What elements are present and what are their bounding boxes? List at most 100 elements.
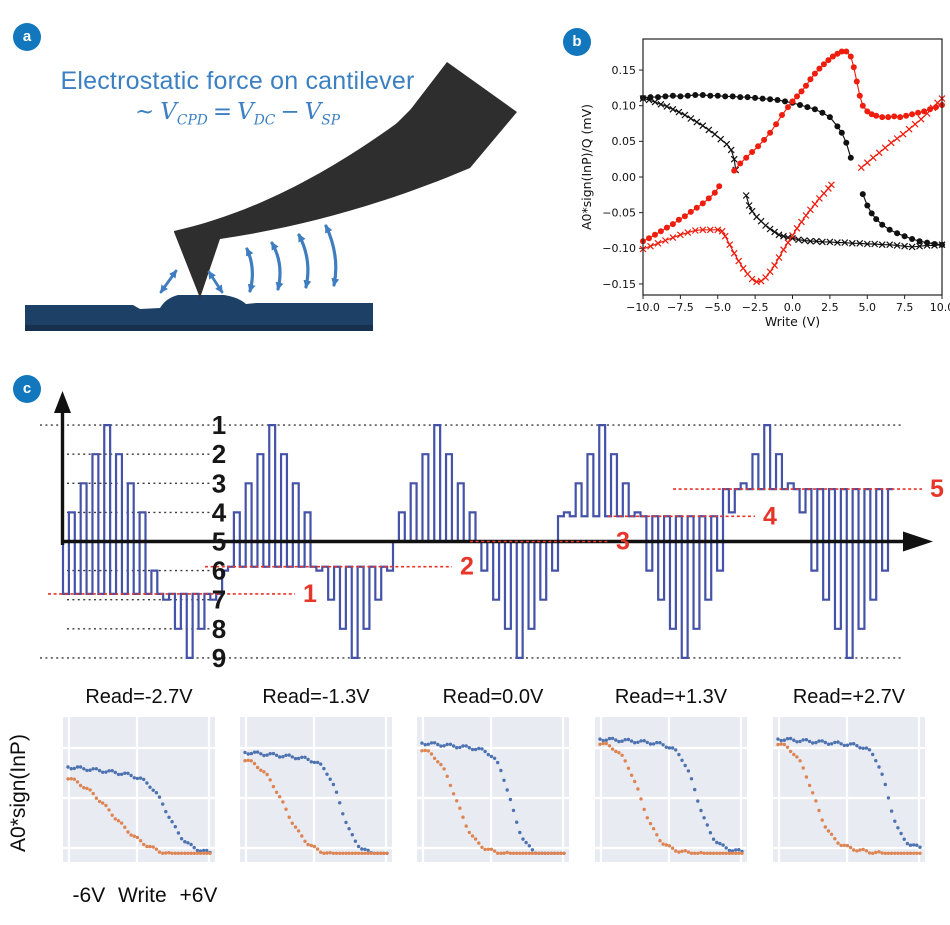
data-point xyxy=(915,109,922,116)
data-point xyxy=(328,777,332,781)
mini-plot-3: Read=0.0V xyxy=(405,686,581,862)
data-point xyxy=(896,851,900,855)
data-point xyxy=(839,843,843,848)
data-point xyxy=(97,799,102,804)
data-point xyxy=(737,94,744,101)
data-point xyxy=(496,851,500,855)
data-point xyxy=(683,849,687,853)
y-tick-label: 0.15 xyxy=(612,64,637,77)
data-point xyxy=(891,113,898,120)
data-point xyxy=(766,268,774,276)
data-point xyxy=(617,751,621,755)
data-point xyxy=(893,819,897,823)
data-point xyxy=(874,850,878,855)
data-point xyxy=(716,183,723,190)
data-point xyxy=(861,847,865,852)
data-point xyxy=(856,92,863,99)
data-point xyxy=(788,749,793,754)
data-point xyxy=(369,851,373,855)
data-point xyxy=(69,767,73,771)
read-level-label: 5 xyxy=(930,475,944,503)
x-axis-label: Write (V) xyxy=(765,314,820,329)
data-point xyxy=(363,847,367,851)
data-point xyxy=(788,736,793,741)
data-point xyxy=(855,744,859,748)
data-point xyxy=(686,850,691,854)
data-point xyxy=(887,139,895,147)
data-point xyxy=(366,851,370,855)
data-point xyxy=(274,790,279,794)
data-point xyxy=(458,745,462,750)
data-point xyxy=(601,738,605,743)
data-point xyxy=(762,222,770,229)
data-point xyxy=(789,232,796,239)
data-point xyxy=(176,851,181,855)
data-point xyxy=(850,64,857,71)
data-point xyxy=(721,851,725,855)
x-tick-label: 7.5 xyxy=(896,301,914,314)
data-point xyxy=(874,759,878,763)
data-point xyxy=(192,851,196,855)
data-point xyxy=(743,154,750,161)
data-point xyxy=(742,192,750,199)
data-point xyxy=(730,155,738,163)
data-point xyxy=(779,742,783,746)
data-point xyxy=(801,237,808,244)
data-line xyxy=(733,50,943,171)
data-point xyxy=(303,755,307,759)
data-point xyxy=(176,831,181,835)
data-point xyxy=(439,762,443,767)
data-point xyxy=(718,841,722,846)
data-point xyxy=(652,231,658,238)
data-point xyxy=(699,808,703,813)
data-point xyxy=(549,851,554,855)
data-point xyxy=(889,809,894,813)
data-point xyxy=(857,164,865,172)
x-tick-label: 10.0 xyxy=(930,301,950,314)
data-point xyxy=(724,851,728,855)
data-point xyxy=(692,92,699,98)
data-point xyxy=(445,742,449,747)
data-point xyxy=(868,111,875,118)
data-point xyxy=(773,121,780,128)
panel-c-badge: c xyxy=(13,375,41,403)
data-point xyxy=(69,777,73,781)
data-point xyxy=(861,746,865,750)
data-point xyxy=(918,845,922,849)
data-point xyxy=(322,766,326,771)
data-point xyxy=(684,92,691,99)
data-point xyxy=(711,837,716,841)
data-point xyxy=(483,749,487,754)
data-point xyxy=(812,237,820,245)
plot-background xyxy=(773,717,925,862)
equation-minus: − xyxy=(280,99,300,125)
data-point xyxy=(664,745,668,749)
data-point xyxy=(889,851,894,855)
data-point xyxy=(306,842,310,847)
data-point xyxy=(436,742,440,747)
data-point xyxy=(492,756,497,760)
mini-plot-5: Read=+2.7V xyxy=(761,686,937,862)
data-point xyxy=(721,232,729,240)
data-point xyxy=(119,821,124,825)
voltage-axis-arrow-icon xyxy=(54,391,71,413)
data-point xyxy=(912,851,916,855)
data-point xyxy=(811,791,815,795)
data-point xyxy=(366,848,370,852)
data-point xyxy=(183,851,187,855)
data-point xyxy=(749,149,756,155)
data-point xyxy=(886,241,894,249)
data-point xyxy=(730,849,735,853)
data-point xyxy=(859,102,866,109)
data-point xyxy=(154,791,159,795)
data-point xyxy=(186,851,190,855)
data-point xyxy=(322,851,326,855)
data-point xyxy=(879,221,886,228)
data-point xyxy=(183,840,187,844)
read-level-label: 3 xyxy=(616,528,630,556)
data-point xyxy=(151,845,155,849)
data-point xyxy=(633,779,637,784)
data-point xyxy=(420,749,424,753)
data-point xyxy=(811,106,818,113)
data-point xyxy=(757,277,765,285)
